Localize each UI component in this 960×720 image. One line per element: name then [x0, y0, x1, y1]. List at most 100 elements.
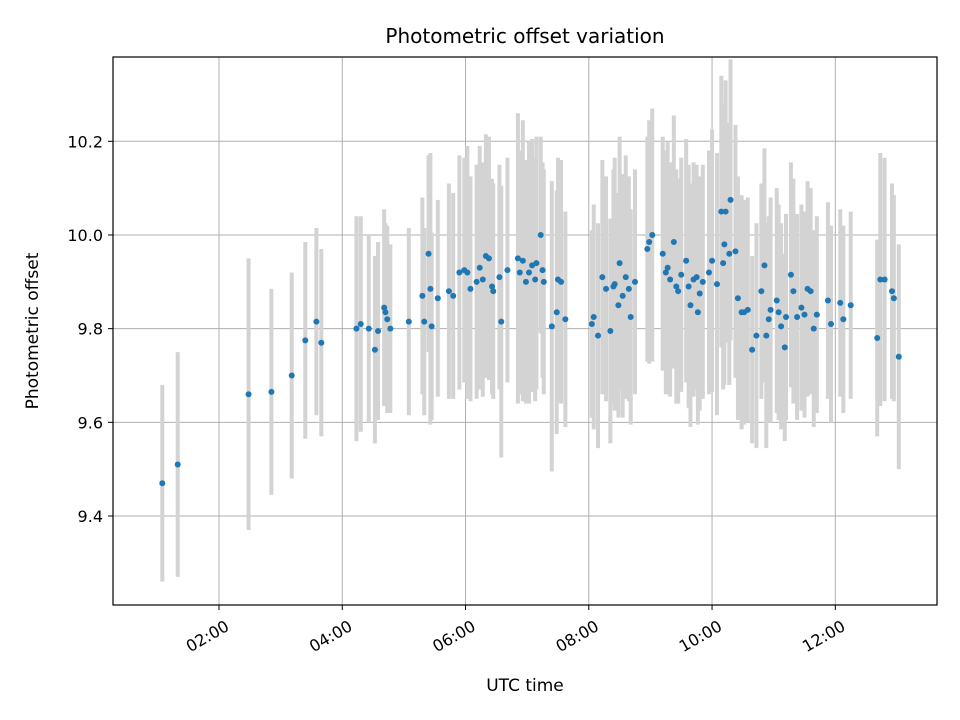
data-point	[727, 196, 734, 203]
data-point	[562, 316, 569, 323]
data-point	[365, 325, 372, 332]
data-point	[607, 328, 614, 334]
data-point	[496, 274, 503, 281]
data-point	[890, 295, 897, 302]
data-point	[670, 239, 677, 246]
data-points	[159, 196, 902, 487]
data-point	[744, 306, 751, 313]
data-point	[718, 208, 725, 215]
data-point	[722, 208, 729, 215]
data-point	[489, 283, 496, 290]
data-point	[726, 250, 733, 257]
data-point	[421, 318, 428, 325]
data-point	[824, 297, 831, 304]
data-point	[522, 278, 529, 285]
data-point	[798, 304, 805, 311]
data-point	[813, 311, 820, 318]
data-point	[810, 325, 817, 332]
data-point	[699, 278, 706, 285]
data-point	[632, 278, 639, 285]
data-point	[881, 276, 888, 283]
data-point	[683, 257, 690, 264]
data-point	[539, 267, 546, 274]
y-tick-label: 10.2	[67, 132, 103, 151]
data-point	[553, 309, 560, 316]
data-point	[761, 262, 768, 269]
data-point	[526, 269, 533, 276]
data-point	[790, 288, 797, 295]
y-tick-label: 9.4	[78, 507, 103, 526]
data-point	[590, 313, 597, 320]
data-point	[763, 332, 770, 339]
data-point	[532, 276, 539, 283]
data-point	[548, 323, 555, 330]
data-point	[473, 278, 480, 285]
data-point	[467, 285, 474, 292]
data-point	[667, 276, 674, 283]
data-point	[662, 269, 669, 276]
data-point	[625, 285, 632, 292]
data-point	[622, 274, 629, 281]
data-point	[659, 250, 666, 257]
y-tick-label: 9.6	[78, 413, 103, 432]
chart-title: Photometric offset variation	[385, 24, 664, 48]
data-point	[245, 391, 252, 398]
data-point	[540, 278, 547, 285]
data-point	[874, 335, 881, 342]
data-point	[537, 231, 544, 238]
data-point	[427, 285, 434, 292]
data-point	[673, 283, 680, 290]
data-point	[588, 320, 595, 327]
y-tick-label: 10.0	[67, 226, 103, 245]
data-point	[616, 260, 623, 267]
data-point	[646, 239, 653, 246]
data-point	[456, 269, 463, 276]
data-point	[644, 246, 651, 253]
plot-frame	[112, 56, 938, 606]
data-point	[533, 260, 540, 267]
data-point	[649, 231, 656, 238]
data-point	[375, 328, 382, 334]
data-point	[877, 276, 884, 283]
data-point	[694, 309, 701, 316]
y-tick-label: 9.8	[78, 320, 103, 339]
data-point	[721, 241, 728, 248]
data-point	[705, 269, 712, 276]
data-point	[767, 306, 774, 313]
data-point	[558, 278, 565, 285]
data-point	[445, 288, 452, 295]
y-axis-ticks: 9.4 9.6 9.8 10.0 10.2	[67, 132, 113, 526]
data-point	[288, 372, 295, 379]
data-point	[599, 274, 606, 281]
data-point	[895, 353, 902, 360]
data-point	[787, 271, 794, 278]
data-point	[778, 323, 785, 330]
data-point	[159, 480, 166, 487]
data-point	[794, 313, 801, 320]
data-point	[775, 309, 782, 316]
data-point	[840, 316, 847, 323]
data-point	[419, 292, 426, 299]
data-point	[720, 260, 727, 267]
data-point	[687, 302, 694, 309]
data-point	[425, 250, 432, 257]
data-point	[781, 344, 788, 351]
data-point	[382, 309, 389, 316]
data-point	[611, 281, 618, 288]
data-point	[434, 295, 441, 302]
data-point	[504, 267, 511, 274]
data-point	[685, 283, 692, 290]
data-point	[371, 346, 378, 353]
data-point	[675, 288, 682, 295]
data-point	[603, 285, 610, 292]
data-point	[664, 264, 671, 271]
data-point	[696, 290, 703, 297]
data-point	[476, 264, 483, 271]
data-point	[519, 257, 526, 264]
data-point	[498, 318, 505, 325]
data-point	[318, 339, 325, 346]
data-point	[847, 302, 854, 309]
data-point	[384, 316, 391, 323]
data-point	[693, 274, 700, 281]
